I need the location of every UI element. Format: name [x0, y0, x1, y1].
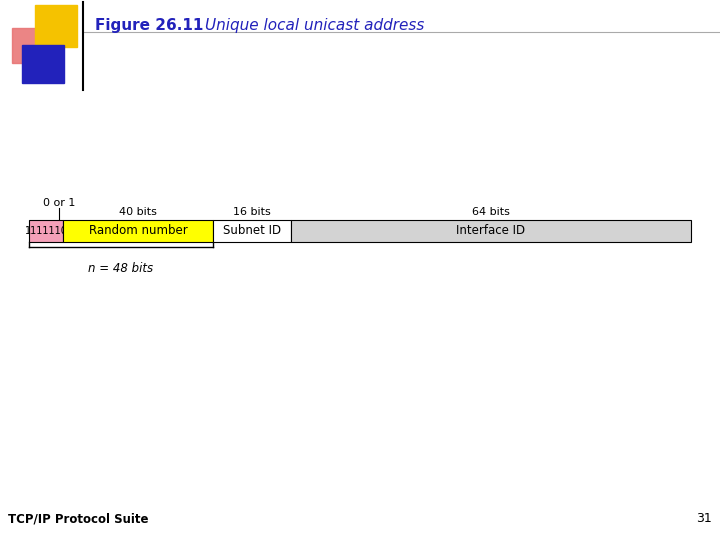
Text: 64 bits: 64 bits [472, 207, 510, 217]
Text: n = 48 bits: n = 48 bits [89, 262, 153, 275]
Text: 16 bits: 16 bits [233, 207, 271, 217]
Text: 1111110: 1111110 [24, 226, 68, 236]
Text: Random number: Random number [89, 225, 188, 238]
Text: Figure 26.11: Figure 26.11 [95, 18, 203, 33]
Text: Interface ID: Interface ID [456, 225, 526, 238]
Bar [291, 220, 691, 242]
Bar [22, 45, 64, 83]
Text: 0 or 1: 0 or 1 [43, 198, 75, 208]
Text: TCP/IP Protocol Suite: TCP/IP Protocol Suite [8, 512, 148, 525]
Bar [213, 220, 291, 242]
Text: Subnet ID: Subnet ID [223, 225, 281, 238]
Text: 31: 31 [696, 512, 712, 525]
Bar [35, 5, 77, 47]
Text: 40 bits: 40 bits [120, 207, 157, 217]
Text: Unique local unicast address: Unique local unicast address [205, 18, 424, 33]
Bar [63, 220, 213, 242]
Bar [12, 28, 47, 63]
Bar [29, 220, 63, 242]
